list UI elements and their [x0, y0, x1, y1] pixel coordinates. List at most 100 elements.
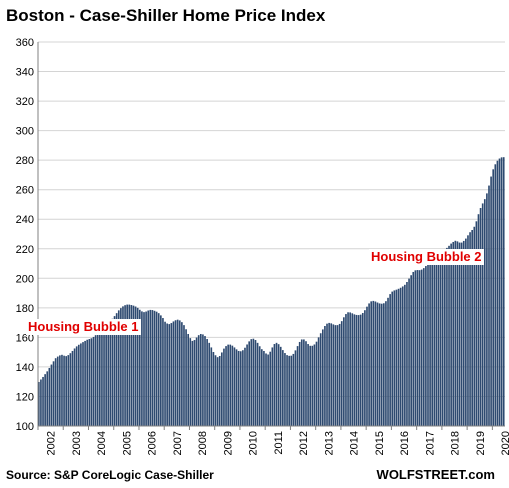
bar: [340, 321, 343, 426]
y-tick-label: 120: [16, 391, 34, 403]
bar: [75, 346, 78, 426]
x-tick-label: 2016: [399, 431, 411, 455]
bar: [441, 250, 444, 426]
y-tick-label: 320: [16, 96, 34, 108]
bar: [227, 344, 229, 426]
bar: [170, 323, 173, 426]
bar: [351, 313, 354, 426]
y-tick-labels: 100 120 140 160 180 200 220 240 260 280 300 320 340 3…: [16, 37, 34, 433]
bar: [422, 268, 425, 426]
bar: [63, 355, 65, 426]
bar: [315, 341, 318, 426]
bar: [465, 238, 467, 426]
bar: [416, 270, 419, 426]
bar: [107, 323, 110, 426]
bar: [393, 290, 396, 426]
bar: [92, 336, 95, 426]
bar: [309, 345, 312, 426]
y-tick-label: 140: [16, 362, 34, 374]
x-tick-label: 2010: [248, 431, 260, 455]
bar: [109, 321, 112, 426]
bar: [404, 284, 406, 426]
bar: [237, 350, 240, 426]
bar: [157, 313, 160, 426]
bar: [50, 364, 53, 426]
y-tick-label: 300: [16, 126, 34, 138]
bar: [101, 329, 103, 426]
bar: [143, 312, 145, 426]
bar: [376, 302, 379, 426]
bar: [86, 339, 89, 426]
bar: [284, 353, 286, 426]
bar: [210, 347, 213, 426]
bar: [183, 325, 185, 426]
bar: [355, 314, 358, 426]
bar: [233, 347, 236, 426]
x-tick-label: 2007: [172, 431, 184, 455]
bar: [105, 325, 107, 426]
gridlines: [38, 41, 505, 427]
bar: [61, 354, 63, 426]
bar: [298, 341, 301, 426]
bar: [168, 324, 171, 426]
bar: [494, 164, 497, 427]
bar: [250, 339, 253, 426]
axes: [37, 42, 505, 427]
bar: [71, 350, 74, 426]
x-tick-label: 2019: [475, 431, 487, 455]
bar: [246, 344, 248, 426]
bar: [115, 313, 118, 426]
bar: [218, 355, 221, 426]
bar: [80, 343, 82, 426]
bar: [40, 379, 42, 426]
bar: [420, 269, 423, 426]
bar: [117, 310, 120, 426]
bar: [300, 339, 303, 426]
bar: [488, 185, 490, 426]
bar: [254, 340, 257, 426]
x-tick-label: 2008: [197, 431, 209, 455]
bar: [69, 353, 72, 426]
bar: [444, 249, 446, 426]
bar: [385, 301, 387, 426]
bar: [328, 322, 330, 426]
bar: [406, 282, 408, 426]
bar: [181, 322, 183, 426]
x-tick-label: 2017: [424, 431, 436, 455]
bar: [338, 323, 341, 426]
bar: [221, 352, 223, 426]
bar: [84, 340, 86, 426]
bar: [128, 304, 131, 426]
bar: [242, 350, 244, 426]
bar: [46, 371, 49, 426]
bar: [248, 341, 251, 426]
bar: [349, 312, 351, 426]
bar: [471, 230, 473, 426]
bar: [500, 157, 503, 426]
bar: [412, 271, 415, 426]
bar: [90, 338, 93, 426]
y-tick-label: 360: [16, 37, 34, 49]
bar: [141, 311, 143, 426]
bar: [288, 355, 290, 426]
bar: [59, 355, 61, 426]
bar: [343, 317, 345, 426]
bar: [462, 240, 465, 426]
bar: [380, 303, 383, 426]
bar: [212, 352, 215, 426]
bar: [130, 305, 133, 426]
bar: [427, 263, 429, 426]
y-tick-label: 200: [16, 273, 34, 285]
bar: [418, 270, 421, 426]
bar: [103, 327, 105, 426]
bar: [397, 288, 400, 426]
bar: [364, 310, 366, 426]
bar: [124, 305, 126, 426]
bar: [458, 242, 461, 426]
bar: [162, 318, 164, 426]
bar: [378, 303, 381, 426]
bar: [282, 350, 284, 426]
x-tick-label: 2003: [71, 431, 83, 455]
bar: [435, 251, 438, 426]
bar: [410, 275, 412, 426]
